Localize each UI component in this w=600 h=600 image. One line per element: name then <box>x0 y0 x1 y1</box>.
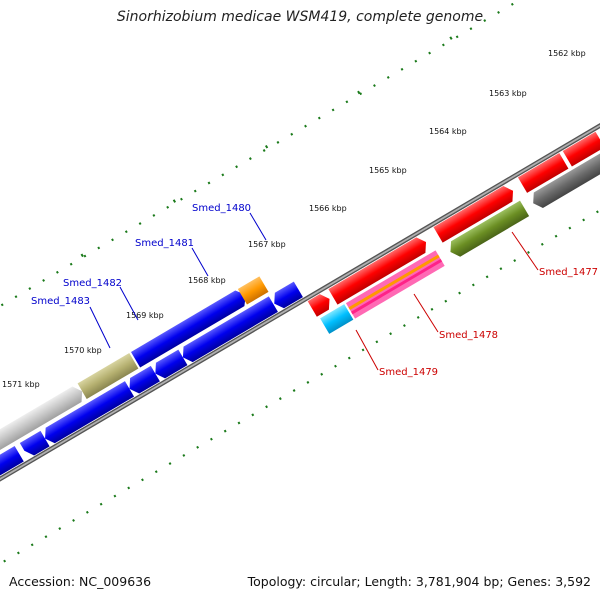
connector-smed-1482 <box>119 286 139 321</box>
gene-smed-1477-olive[interactable] <box>446 200 530 260</box>
label-connectors <box>89 212 539 371</box>
genome-summary-label: Topology: circular; Length: 3,781,904 bp… <box>247 574 591 589</box>
gene-smed-1478-stripe-a <box>348 254 440 311</box>
connector-smed-1480 <box>249 212 267 241</box>
gene-red-1[interactable] <box>328 234 430 305</box>
gene-orange[interactable] <box>237 276 269 305</box>
tick-label-1562: 1562 kbp <box>548 49 586 58</box>
gene-label-smed-1477[interactable]: Smed_1477 <box>539 267 598 278</box>
gene-blue-lower-7[interactable] <box>270 281 303 312</box>
tick-label-1563: 1563 kbp <box>489 89 527 98</box>
gene-label-smed-1483[interactable]: Smed_1483 <box>31 296 90 307</box>
gene-cyan[interactable] <box>320 304 354 334</box>
gene-smed-1478-stripe-b <box>351 258 443 315</box>
gene-label-smed-1478[interactable]: Smed_1478 <box>439 330 498 341</box>
gene-blue-lower-4[interactable] <box>125 365 160 397</box>
gene-red-4[interactable] <box>562 131 600 167</box>
gene-blue-lower-5[interactable] <box>151 349 188 382</box>
map-title: Sinorhizobium medicae WSM419, complete g… <box>116 9 484 25</box>
tick-label-1567: 1567 kbp <box>248 240 286 249</box>
tick-label-1571: 1571 kbp <box>2 380 40 389</box>
gene-dark-grey[interactable] <box>529 149 600 211</box>
connector-smed-1478 <box>413 293 439 333</box>
tick-label-1566: 1566 kbp <box>309 204 347 213</box>
gene-khaki[interactable] <box>77 352 139 399</box>
gene-label-smed-1480[interactable]: Smed_1480 <box>192 203 251 214</box>
gene-blue-lower-2[interactable] <box>19 430 50 459</box>
connector-smed-1479 <box>355 329 379 371</box>
tick-label-1570: 1570 kbp <box>64 346 102 355</box>
tick-label-1565: 1565 kbp <box>369 166 407 175</box>
gene-red-2[interactable] <box>433 183 518 243</box>
gene-label-smed-1482[interactable]: Smed_1482 <box>63 278 122 289</box>
connector-smed-1483 <box>89 306 111 349</box>
tick-label-1568: 1568 kbp <box>188 276 226 285</box>
scale-labels: 1562 kbp 1563 kbp 1564 kbp 1565 kbp 1566… <box>2 49 586 389</box>
gene-labels: Smed_1480 Smed_1481 Smed_1482 Smed_1483 … <box>31 203 598 378</box>
gene-red-3[interactable] <box>517 153 569 193</box>
genome-backbone <box>0 66 600 517</box>
gene-cluster-right <box>307 131 600 334</box>
gene-cluster-left <box>0 276 303 503</box>
gene-label-smed-1481[interactable]: Smed_1481 <box>135 238 194 249</box>
gene-grey[interactable] <box>0 383 87 484</box>
connector-smed-1481 <box>191 247 209 277</box>
gene-blue-lower-6[interactable] <box>178 296 278 365</box>
gene-red-small[interactable] <box>307 291 334 317</box>
accession-label: Accession: NC_009636 <box>9 574 152 589</box>
connector-smed-1477 <box>511 231 539 271</box>
tick-label-1564: 1564 kbp <box>429 127 467 136</box>
gene-label-smed-1479[interactable]: Smed_1479 <box>379 367 438 378</box>
gene-blue-lower-3[interactable] <box>40 381 135 446</box>
tick-label-1569: 1569 kbp <box>126 311 164 320</box>
gene-blue-lower-1[interactable] <box>0 446 24 503</box>
gene-smed-1480-blue[interactable] <box>130 287 250 368</box>
